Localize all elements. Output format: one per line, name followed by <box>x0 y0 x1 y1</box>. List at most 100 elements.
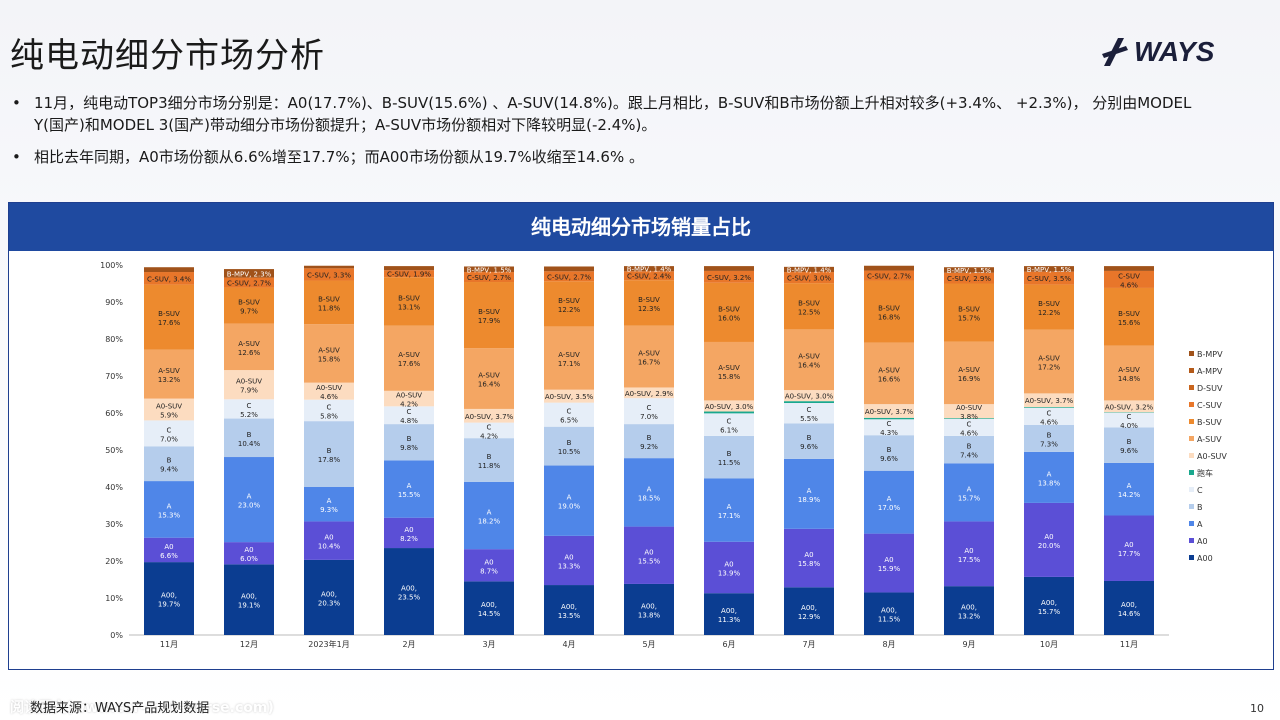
data-label: C-SUV, 2.9% <box>947 275 991 283</box>
data-label-value: 18.5% <box>638 494 661 502</box>
data-label-name: A-SUV <box>478 372 500 380</box>
data-label: C-SUV, 2.7% <box>467 274 511 282</box>
bar-segment <box>624 526 674 584</box>
legend-label: B <box>1197 503 1203 512</box>
bar-segment <box>384 266 434 271</box>
bar-segment <box>544 465 594 536</box>
data-label-value: 14.2% <box>1118 491 1141 499</box>
source-url[interactable]: 阅读原文(www.car-metaverse.com) <box>10 700 274 716</box>
x-tick-label: 12月 <box>240 640 258 649</box>
data-label-name: A <box>1127 482 1132 490</box>
bar-segment <box>464 581 514 635</box>
bar-segment <box>224 287 274 324</box>
bar-segment <box>704 411 754 414</box>
x-tick-label: 2023年1月 <box>308 639 349 649</box>
data-label-value: 12.6% <box>238 349 261 357</box>
bar-segment <box>704 282 754 342</box>
legend-swatch <box>1189 504 1194 509</box>
data-label: B-MPV, 1.4% <box>787 266 832 274</box>
bar-segment <box>464 438 514 482</box>
data-label-name: B-SUV <box>798 299 820 307</box>
data-label-name: A00, <box>401 585 417 593</box>
data-label-name: A00, <box>241 593 257 601</box>
bar-segment <box>224 399 274 419</box>
data-label-value: 17.9% <box>478 317 501 325</box>
legend-label: D-SUV <box>1197 384 1223 393</box>
bar-segment <box>384 277 434 326</box>
data-label: A0-SUV, 3.7% <box>465 413 514 421</box>
data-label: B-MPV, 2.3% <box>227 270 272 278</box>
data-label: B-MPV, 1.5% <box>467 266 512 274</box>
legend-label: B-MPV <box>1197 350 1223 359</box>
bar-segment <box>784 403 834 424</box>
bar-segment <box>1024 407 1074 408</box>
x-tick-label: 11月 <box>160 640 178 649</box>
bar-segment <box>864 265 914 271</box>
bar-segment <box>544 426 594 466</box>
data-label-name: B <box>167 457 172 465</box>
bar-segment <box>544 281 594 327</box>
bar-segment <box>784 272 834 284</box>
data-label-value: 9.7% <box>240 308 258 316</box>
data-label-name: A <box>327 497 332 505</box>
data-label-name: B-SUV <box>558 297 580 305</box>
data-label-name: A00, <box>481 601 497 609</box>
legend-swatch <box>1189 436 1194 441</box>
page-number: 10 <box>1250 702 1264 715</box>
bar-segment <box>864 592 914 635</box>
data-label-name: B-SUV <box>1118 310 1140 318</box>
data-label-value: 12.5% <box>798 308 821 316</box>
data-label-name: A-SUV <box>158 367 180 375</box>
data-label-name: B <box>407 435 412 443</box>
data-label-value: 13.8% <box>1038 479 1061 487</box>
bar-segment <box>784 390 834 402</box>
data-label-value: 8.7% <box>480 567 498 575</box>
data-label-value: 13.9% <box>718 569 741 577</box>
data-label-value: 15.9% <box>878 565 901 573</box>
bar-segment <box>1104 266 1154 271</box>
data-label-name: A0 <box>884 556 893 564</box>
legend-swatch <box>1189 368 1194 373</box>
bar-segment <box>304 487 354 522</box>
bar-segment <box>704 270 754 283</box>
data-label-value: 17.2% <box>1038 364 1061 372</box>
x-tick-label: 2月 <box>402 640 415 649</box>
data-label-value: 11.8% <box>318 304 341 312</box>
data-label-value: 7.0% <box>160 435 178 443</box>
data-label-value: 17.6% <box>398 360 421 368</box>
bar-segment <box>544 585 594 635</box>
ways-logo: WAYS <box>1100 34 1220 74</box>
ways-logo-icon <box>1102 38 1128 66</box>
bar-segment <box>384 406 434 425</box>
data-label-name: B <box>1047 431 1052 439</box>
bar-segment <box>544 535 594 586</box>
y-tick-label: 60% <box>105 409 123 418</box>
bar-segment <box>1104 412 1154 413</box>
bar-segment <box>944 521 994 587</box>
bar-segment <box>144 481 194 538</box>
data-label-name: A0 <box>164 543 173 551</box>
bar-segment <box>1104 287 1154 346</box>
data-label-name: A0 <box>644 548 653 556</box>
data-label-value: 10.4% <box>238 440 261 448</box>
data-label-value: 19.0% <box>558 503 581 511</box>
data-label-name: A00, <box>161 592 177 600</box>
bar-segment <box>224 564 274 635</box>
bar-segment <box>944 272 994 284</box>
data-label-value: 11.3% <box>718 616 741 624</box>
data-label-value: 3.8% <box>960 413 978 421</box>
data-label-name: A0 <box>404 526 413 534</box>
data-label-name: A-SUV <box>1118 366 1140 374</box>
data-label-name: B <box>887 446 892 454</box>
data-label-value: 9.6% <box>1120 447 1138 455</box>
bar-segment <box>224 542 274 565</box>
data-label-value: 17.5% <box>958 556 981 564</box>
data-label-value: 6.6% <box>160 552 178 560</box>
bar-segment <box>864 404 914 418</box>
legend-label: C-SUV <box>1197 401 1222 410</box>
y-tick-label: 20% <box>105 557 123 566</box>
data-label-name: A00, <box>801 604 817 612</box>
data-label-value: 4.0% <box>1120 422 1138 430</box>
bar-segment <box>1024 284 1074 330</box>
data-label: A0-SUV, 2.9% <box>625 390 674 398</box>
